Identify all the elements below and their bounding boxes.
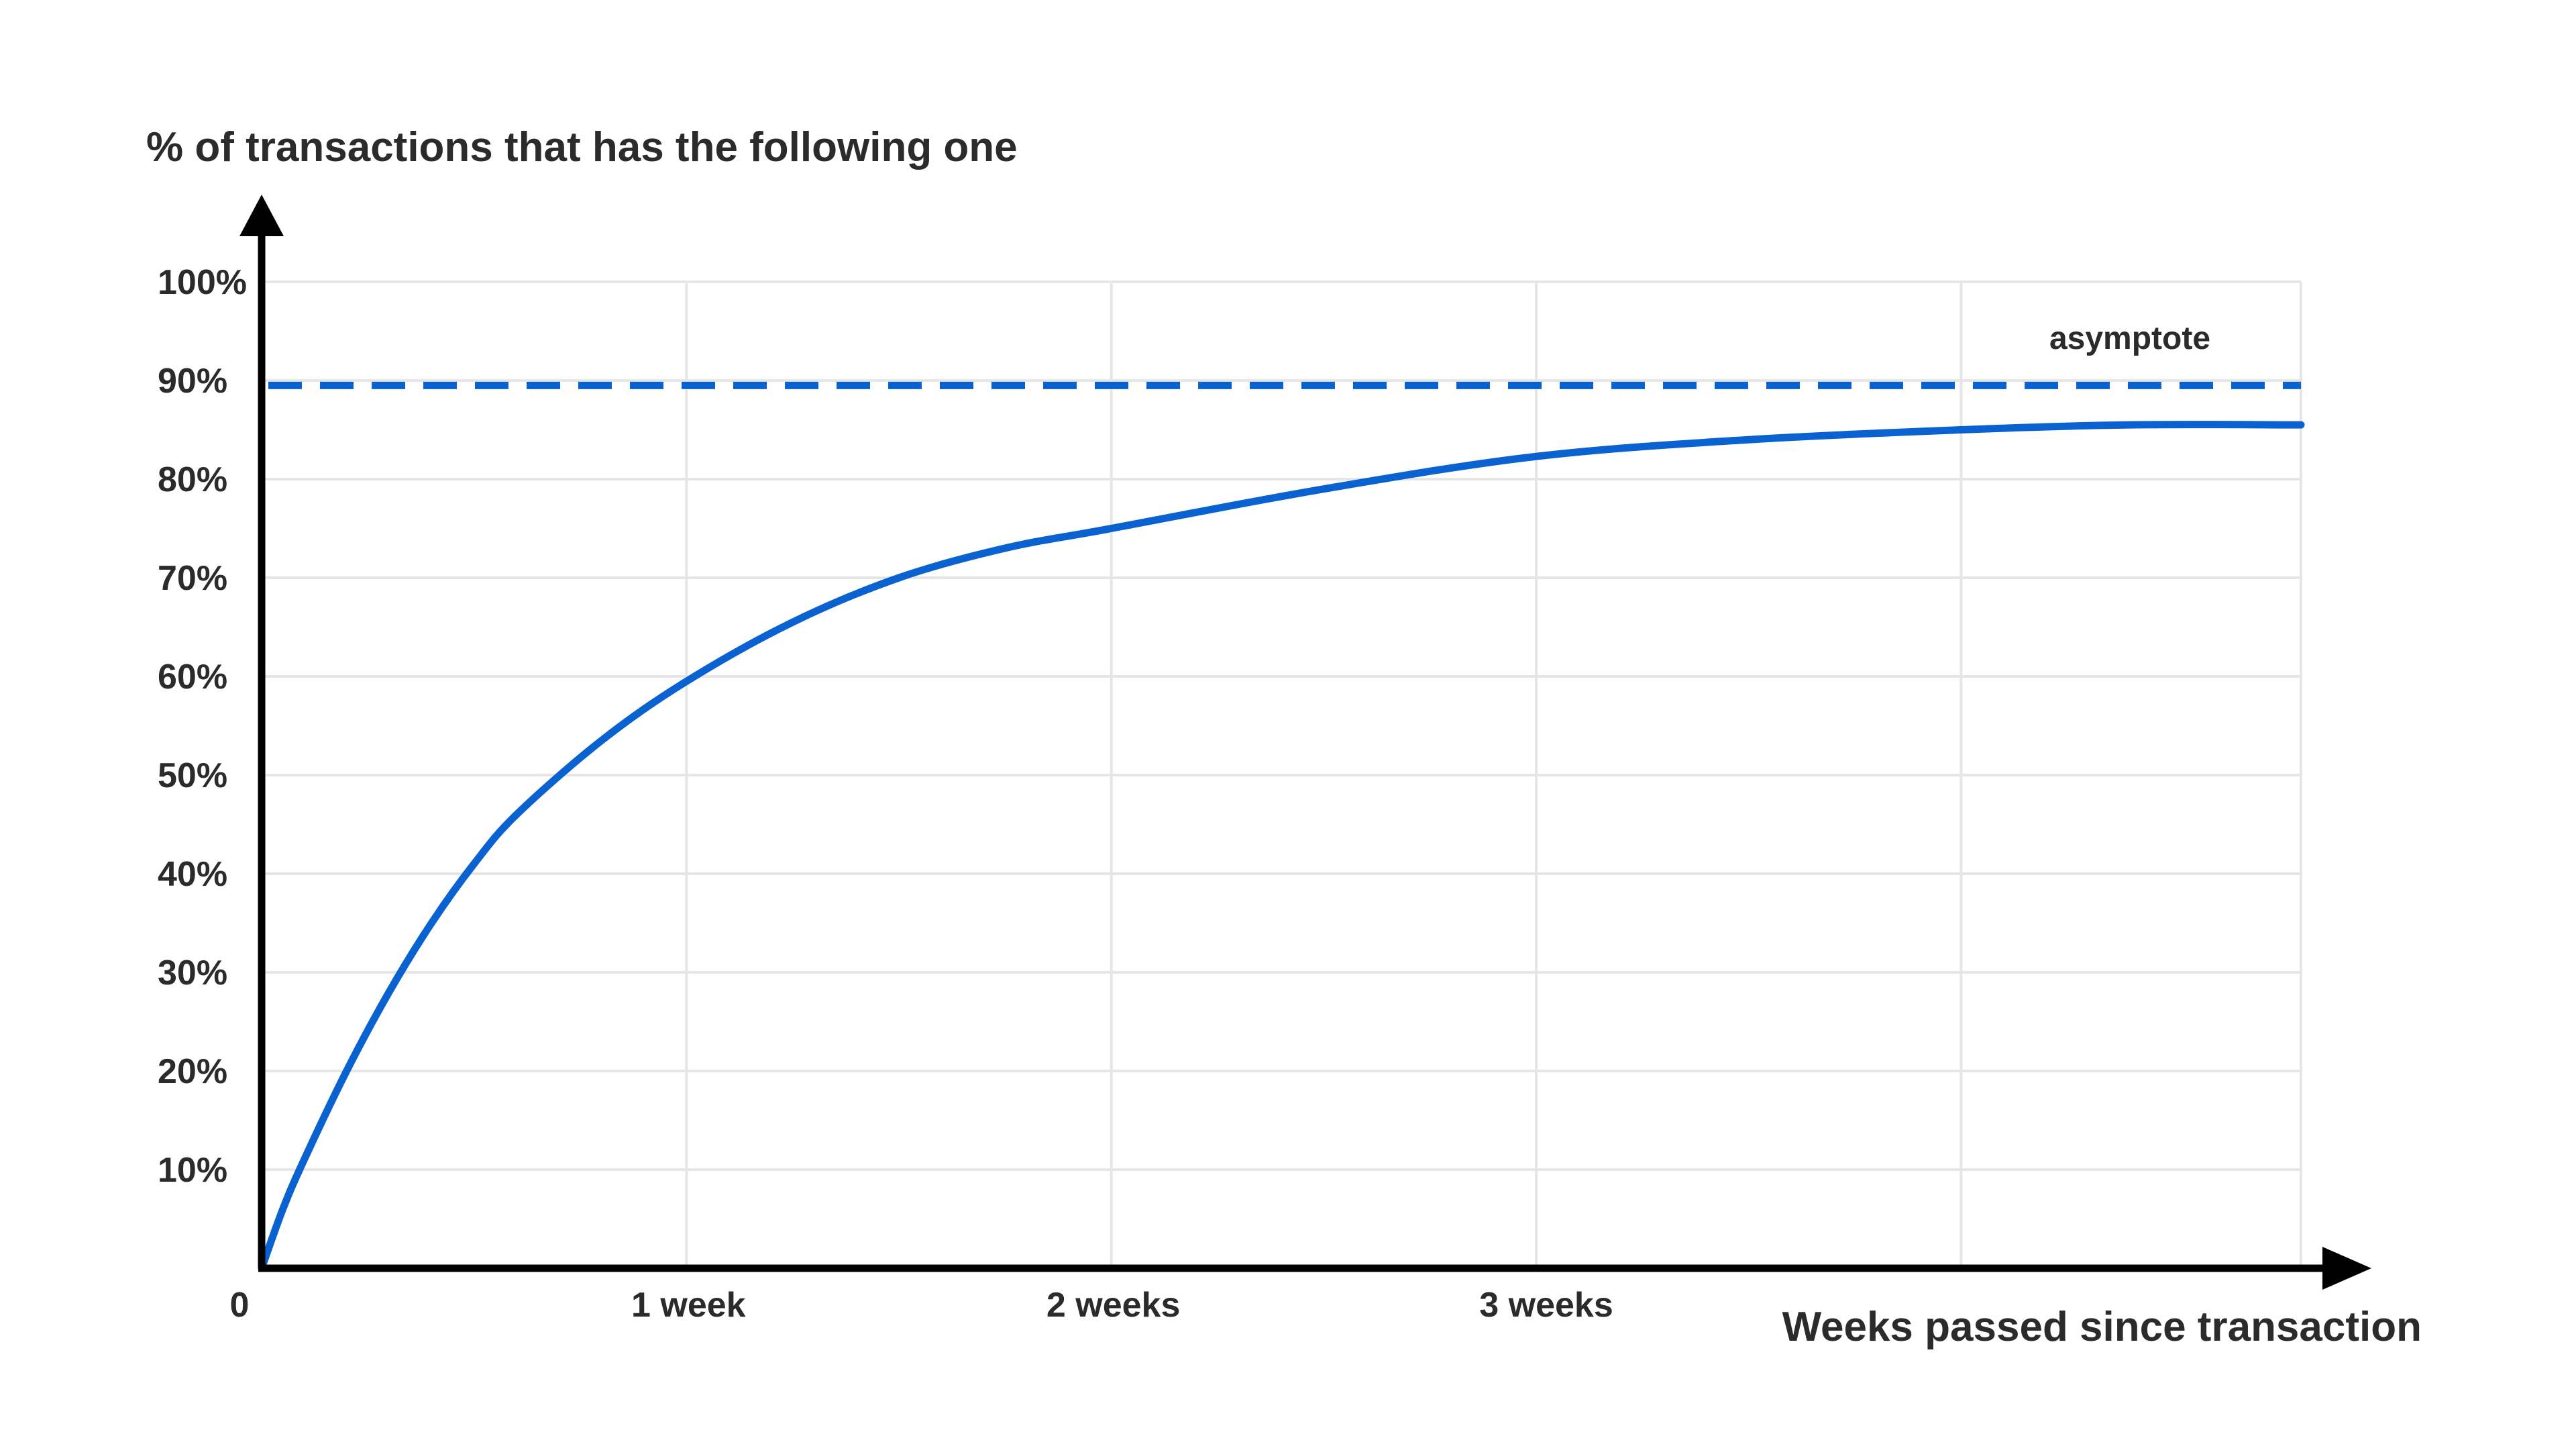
x-tick-label: 0: [230, 1286, 250, 1325]
asymptote-label: asymptote: [2049, 321, 2210, 356]
y-tick-label: 60%: [158, 658, 227, 697]
y-tick-label: 30%: [158, 954, 227, 992]
labels: % of transactions that has the following…: [146, 124, 2422, 1350]
x-tick-label: 2 weeks: [1046, 1286, 1181, 1325]
x-tick-label: 1 week: [631, 1286, 746, 1325]
y-axis-title: % of transactions that has the following…: [146, 124, 1018, 170]
y-tick-label: 70%: [158, 559, 227, 598]
axes: [239, 195, 2371, 1290]
y-tick-label: 10%: [158, 1151, 227, 1190]
series-group: [258, 421, 2305, 1272]
y-tick-label: 100%: [158, 263, 247, 302]
y-tick-label: 40%: [158, 855, 227, 894]
x-axis-title: Weeks passed since transaction: [1782, 1304, 2422, 1350]
x-axis-arrow: [2322, 1247, 2371, 1290]
y-tick-label: 90%: [158, 362, 227, 401]
y-tick-label: 50%: [158, 756, 227, 795]
series-line: [258, 421, 2305, 1272]
y-tick-label: 20%: [158, 1052, 227, 1091]
y-axis-arrow: [239, 195, 284, 236]
x-tick-label: 3 weeks: [1479, 1286, 1613, 1325]
y-tick-label: 80%: [158, 460, 227, 499]
gridlines: [262, 280, 2302, 1268]
